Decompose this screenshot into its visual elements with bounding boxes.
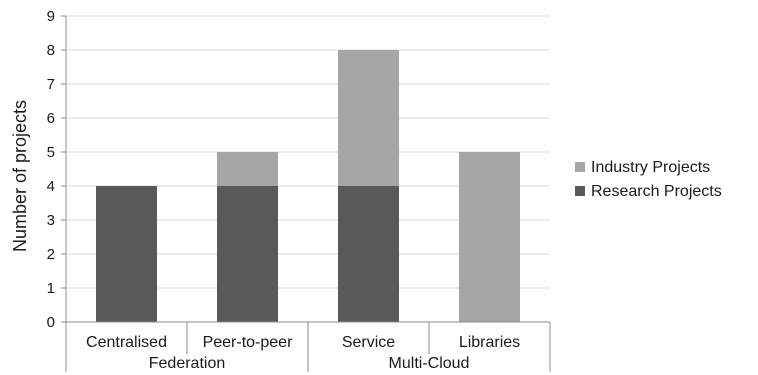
bar-peer-to-peer-industry-projects [217,152,278,186]
x-category-label: Centralised [86,334,167,351]
y-tick-label-1: 1 [47,280,55,297]
x-category-label: Service [342,334,395,351]
y-tick-label-7: 7 [47,76,55,93]
bar-service-industry-projects [338,50,399,186]
y-axis-title: Number of projects [10,100,30,252]
legend-swatch [575,186,585,196]
x-category-label: Libraries [459,334,520,351]
y-tick-label-8: 8 [47,42,55,59]
y-tick-label-4: 4 [47,178,55,195]
y-tick-label-9: 9 [47,8,55,25]
legend-swatch [575,162,585,172]
y-tick-label-0: 0 [47,314,55,331]
bar-peer-to-peer-research-projects [217,186,278,322]
group-labels: Federation Multi-Cloud [149,355,470,372]
y-tick-label-5: 5 [47,144,55,161]
bar-centralised-research-projects [96,186,157,322]
x-category-label: Peer-to-peer [203,334,293,351]
y-tick-label-2: 2 [47,246,55,263]
y-tick-label-3: 3 [47,212,55,229]
category-labels: Centralised Peer-to-peer Service Libraries [86,334,520,351]
bar-service-research-projects [338,186,399,322]
bar-libraries-industry-projects [459,152,520,322]
legend-label: Industry Projects [591,159,710,176]
x-group-label: Federation [149,355,226,372]
legend: Industry Projects Research Projects [575,159,722,200]
y-tick-labels: 0 1 2 3 4 5 6 7 8 9 [47,8,55,331]
y-tick-label-6: 6 [47,110,55,127]
x-group-label: Multi-Cloud [389,355,470,372]
legend-label: Research Projects [591,183,722,200]
